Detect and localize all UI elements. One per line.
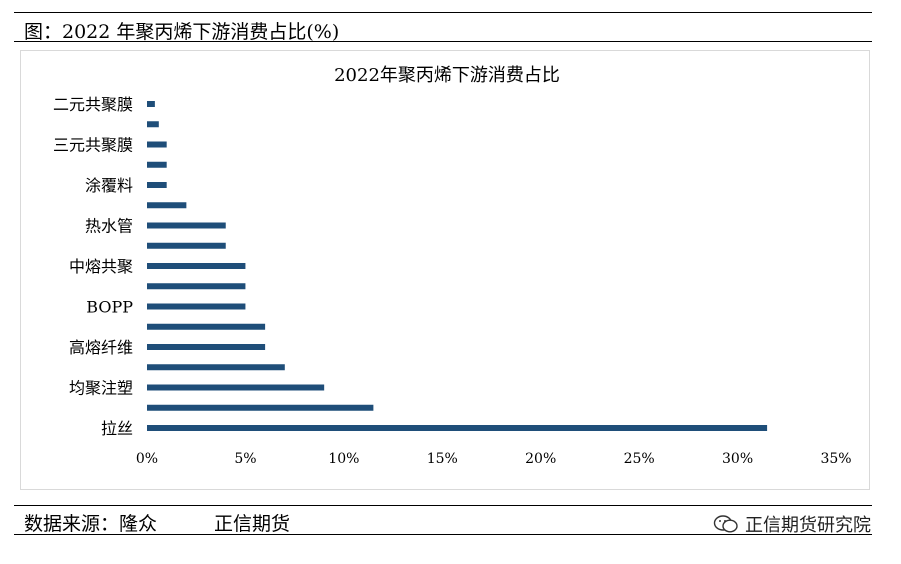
y-tick-label: 拉丝 [101,419,133,438]
x-tick-label: 20% [525,451,556,467]
x-tick-label: 0% [136,451,158,467]
bar [147,384,325,391]
watermark-text: 正信期货研究院 [745,515,871,536]
bar [147,283,246,290]
chart-title: 2022年聚丙烯下游消费占比 [334,65,560,86]
source-org: 正信期货 [214,513,291,535]
y-tick-label: 中熔共聚 [69,257,133,276]
bar [147,141,167,148]
x-tick-label: 5% [234,451,256,467]
bar [147,425,768,431]
bars-group [147,101,768,431]
y-tick-label: 均聚注塑 [69,379,133,398]
y-tick-label: 涂覆料 [85,176,133,195]
wechat-icon [713,515,738,533]
figure-caption: 图：2022 年聚丙烯下游消费占比(%) [24,21,340,43]
bar [147,344,266,350]
figure-caption-bar: 图：2022 年聚丙烯下游消费占比(%) [14,12,872,43]
source-label: 数据来源：隆众 [24,513,158,535]
x-tick-label: 30% [722,451,753,467]
bar [147,323,266,330]
y-tick-label: 高熔纤维 [69,338,133,357]
y-tick-label: 三元共聚膜 [53,136,133,155]
x-tick-label: 15% [427,451,458,467]
x-tick-label: 35% [820,451,851,467]
bar [147,303,246,310]
source-bar: 数据来源：隆众 正信期货 [14,505,872,535]
bar [147,222,226,229]
y-tick-label: BOPP [86,298,133,317]
x-tick-label: 25% [624,451,655,467]
watermark: 正信期货研究院 [713,511,871,537]
chart-area: 2022年聚丙烯下游消费占比 二元共聚膜三元共聚膜涂覆料热水管中熔共聚 BOPP 高… [20,50,870,490]
y-tick-label: 二元共聚膜 [53,95,133,114]
x-axis-ticks: 0% 5% 10% 15% 20% 25% 30% 35% [136,451,852,467]
bar [147,202,187,209]
bar [147,364,285,371]
bar [147,404,374,411]
bar [147,182,167,188]
bar [147,263,246,269]
bar [147,101,155,107]
x-tick-label: 10% [328,451,359,467]
bar [147,161,167,168]
bar [147,121,159,128]
y-tick-label: 热水管 [85,217,133,236]
bar [147,242,226,249]
